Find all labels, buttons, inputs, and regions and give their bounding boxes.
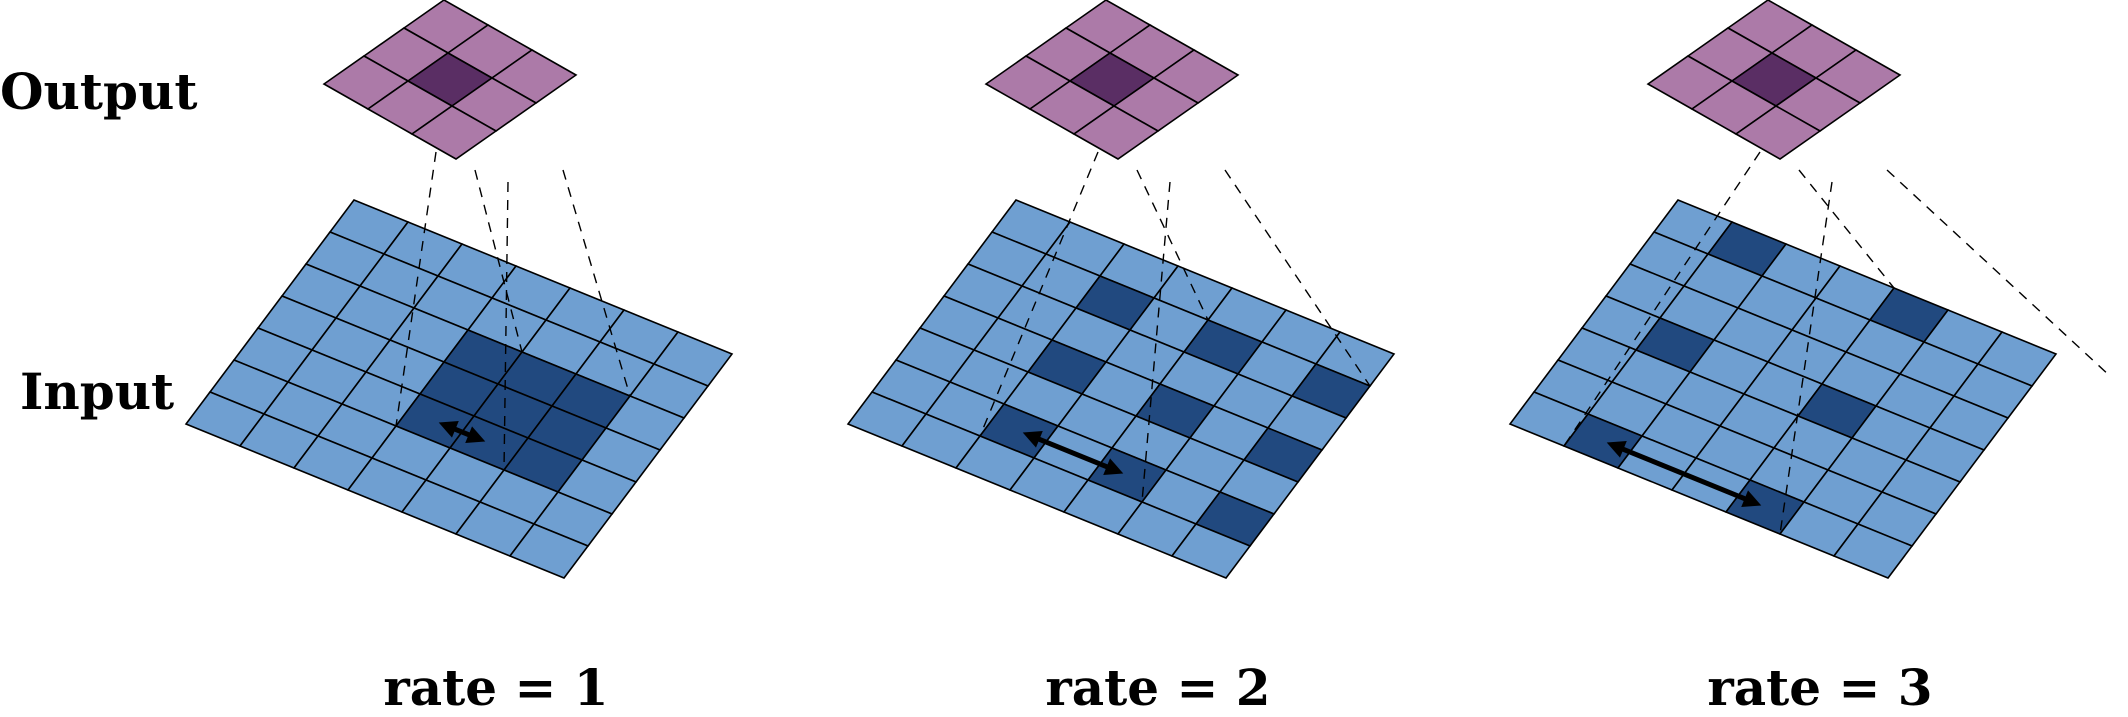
projection-line (1563, 151, 1761, 447)
projection-line (1779, 181, 1833, 535)
output-cell (1734, 105, 1822, 160)
projection-line (979, 151, 1099, 437)
rate-3-label: rate = 3 (1707, 658, 1933, 717)
arrow-head (438, 420, 459, 438)
output-label: Output (0, 62, 198, 121)
input-cell (1170, 523, 1252, 579)
projection-line (562, 169, 631, 397)
dilation-arrow (1027, 432, 1119, 474)
input-cell (508, 523, 590, 579)
rate-2-label: rate = 2 (1045, 658, 1271, 717)
output-cell (410, 105, 498, 160)
arrow-head (1022, 430, 1043, 448)
rate-1-label: rate = 1 (383, 658, 609, 717)
arrow-head (1741, 490, 1762, 508)
dilation-arrow (1611, 442, 1757, 506)
arrow-head (465, 426, 486, 444)
input-cell (1832, 523, 1914, 579)
arrow-head (1103, 458, 1124, 476)
input-label: Input (20, 362, 175, 421)
projection-line (1886, 169, 2111, 377)
projection-line (1798, 169, 1895, 289)
arrow-head (1606, 440, 1627, 458)
projection-line (1224, 169, 1371, 387)
output-cell (1072, 105, 1160, 160)
projection-line (503, 181, 509, 471)
projection-line (474, 169, 523, 353)
projection-line (1136, 169, 1209, 321)
